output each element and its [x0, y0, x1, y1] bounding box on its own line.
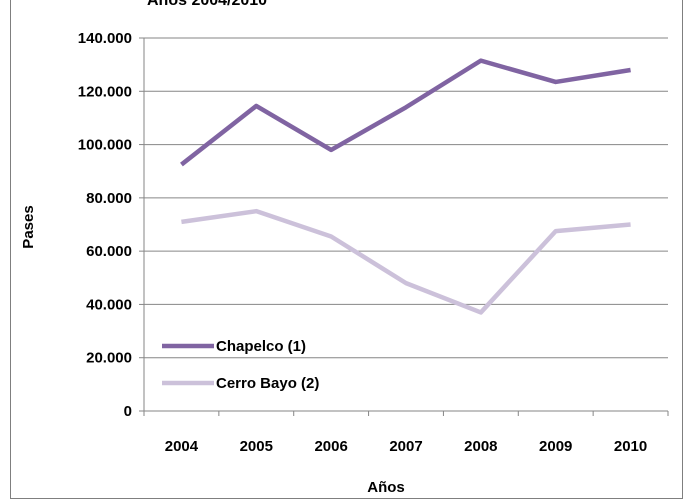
- y-tick-labels: 0 20.000 40.000 60.000 80.000 100.000 120.000 1…: [78, 30, 132, 420]
- legend-label: Cerro Bayo (2): [216, 375, 319, 392]
- y-tick-label: 100.000: [78, 137, 132, 154]
- axes: [143, 38, 668, 412]
- y-tick-label: 20.000: [86, 350, 132, 367]
- legend-label: Chapelco (1): [216, 338, 306, 355]
- series-line-2: [181, 208, 631, 315]
- y-axis-title: Pases: [20, 205, 37, 248]
- x-tick-label: 2010: [614, 438, 647, 455]
- x-tick-label: 2008: [464, 438, 497, 455]
- x-tick-labels: 2004 2005 2006 2007 2008 2009 2010: [165, 438, 648, 455]
- x-tick-label: 2009: [539, 438, 572, 455]
- y-tick-label: 80.000: [86, 190, 132, 207]
- chart-title: Años 2004/2010: [147, 0, 268, 9]
- y-tick-label: 120.000: [78, 83, 132, 100]
- x-tick-label: 2007: [389, 438, 422, 455]
- y-tick-label: 40.000: [86, 296, 132, 313]
- series-line-1: [180, 58, 631, 167]
- chart-frame: [10, 0, 683, 499]
- y-tick-label: 60.000: [86, 243, 132, 260]
- x-axis-title: Años: [367, 479, 405, 496]
- x-tick-label: 2004: [165, 438, 199, 455]
- x-tick-label: 2005: [240, 438, 273, 455]
- series-lines: [180, 58, 631, 315]
- y-tick-label: 0: [124, 403, 132, 420]
- x-tick-label: 2006: [314, 438, 347, 455]
- y-tick-label: 140.000: [78, 30, 132, 47]
- gridlines: [139, 37, 669, 416]
- legend: Chapelco (1) Cerro Bayo (2): [162, 338, 319, 392]
